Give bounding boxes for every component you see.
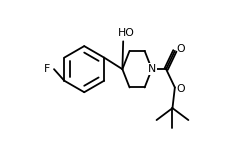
Text: F: F [44, 64, 50, 74]
Text: O: O [177, 84, 185, 94]
Text: HO: HO [118, 28, 135, 38]
Text: N: N [148, 64, 156, 74]
Text: O: O [177, 44, 185, 54]
